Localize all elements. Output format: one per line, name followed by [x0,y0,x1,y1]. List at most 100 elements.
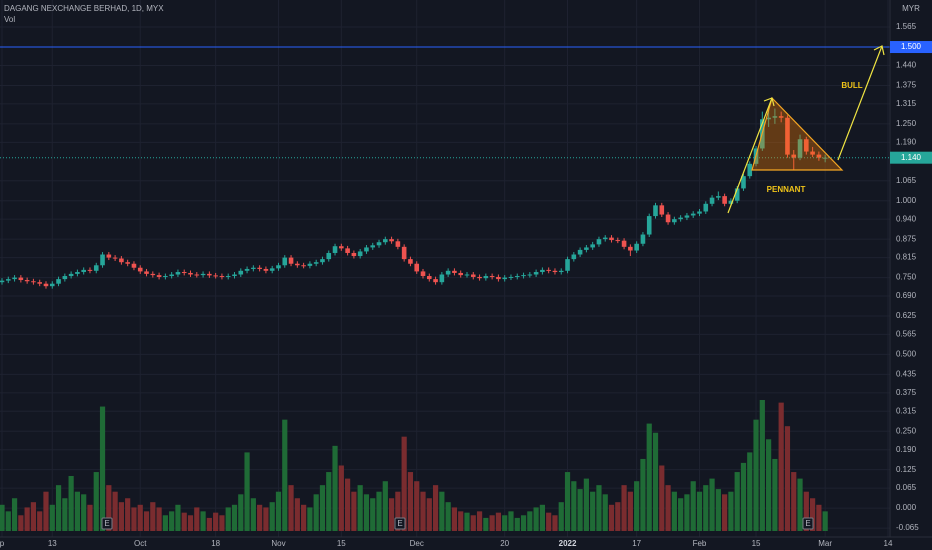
candle-body [502,277,507,280]
candle-body [144,271,149,274]
candle-body [552,270,558,273]
volume-bar [784,426,791,531]
candle-body [458,272,464,276]
volume-bar [294,498,300,531]
volume-bar [313,494,319,531]
price-label-box [890,41,932,54]
volume-bar [326,472,332,531]
volume-bar [307,507,313,531]
volume-bar [640,458,646,531]
volume-bar [49,504,55,531]
candle-body [219,276,225,278]
volume-bar [420,491,426,531]
volume-bar [476,511,483,531]
y-tick-label: 0.625 [896,311,917,320]
candle-body [684,215,690,218]
volume-bar [791,472,797,531]
candle-body [426,276,432,280]
x-tick-label: 15 [337,539,346,548]
candle-body [489,276,495,278]
candle-body [653,205,658,217]
candle-body [646,216,652,235]
volume-bar [615,502,621,531]
candle-body [816,154,822,158]
volume-bar [766,439,772,531]
volume-bar [244,452,250,531]
volume-bar [703,485,709,531]
y-tick-label: 1.315 [896,99,917,108]
price-label-box [890,151,932,164]
volume-bar [414,481,420,531]
event-markers: E E E [101,517,814,530]
volume-bar [351,491,357,531]
candle-body [31,281,36,283]
volume-bar [564,472,571,531]
candle-body [571,254,577,260]
candle-body [100,254,105,266]
volume-bar [621,485,627,531]
volume-bar [495,512,502,531]
volume-bar [231,504,238,531]
volume-bar [87,504,93,531]
volume-bar [68,475,74,531]
y-tick-label: 1.440 [896,61,917,70]
volume-bar [5,511,11,531]
candle-body [584,247,589,250]
candle-body [596,239,602,245]
volume-bar [200,511,206,531]
volume-bar [137,504,143,531]
candle-body [112,257,118,259]
candle-body [401,246,407,260]
x-tick-label: 20 [500,539,509,548]
volume-bar [722,494,728,531]
candle-body [414,263,420,272]
candle-body [383,239,388,243]
x-tick-label: Nov [271,539,285,548]
y-tick-label: 0.315 [896,406,917,415]
volume-bar [332,445,338,531]
volume-bar [734,472,740,531]
x-tick-label: 15 [752,539,761,548]
volume-bar [602,494,608,531]
candle-body [213,275,218,277]
volume-bar [11,498,18,531]
candle-body [357,251,363,257]
candle-body [326,252,332,260]
candle-body [533,272,539,275]
volume-bar [213,512,219,531]
candle-body [602,237,608,240]
candle-body [288,257,294,264]
candles [0,46,890,289]
volume-bar [740,462,747,531]
candle-body [106,254,112,258]
volume-bar [338,465,344,531]
candle-body [194,274,200,276]
chart-title: DAGANG NEXCHANGE BERHAD, 1D, MYX [4,4,164,13]
arrow-head [763,97,775,107]
y-tick-label: 0.250 [896,426,917,435]
volume-bar [464,512,470,531]
volume-bar [93,472,99,531]
candle-body [445,270,451,275]
candle-body [810,151,815,155]
candle-body [722,196,727,204]
volume-bar [275,491,282,531]
x-tick-label: 13 [48,539,57,548]
volume-bar [55,485,62,531]
volume-bar [539,504,545,531]
currency: MYR [902,4,920,13]
volume-bar [690,481,696,531]
candle-body [24,280,30,282]
volume-bar [822,511,828,531]
volume-bar [175,504,181,531]
volume-bar [546,512,552,531]
candle-body [244,268,250,271]
x-tick-label: 17 [632,539,641,548]
volume-bar [470,515,476,531]
candle-body [156,275,162,277]
volume-bar [816,504,822,531]
candle-body [345,248,350,253]
volume-bar [376,491,382,531]
volume-bar [388,498,395,531]
volume-bar [319,485,326,531]
